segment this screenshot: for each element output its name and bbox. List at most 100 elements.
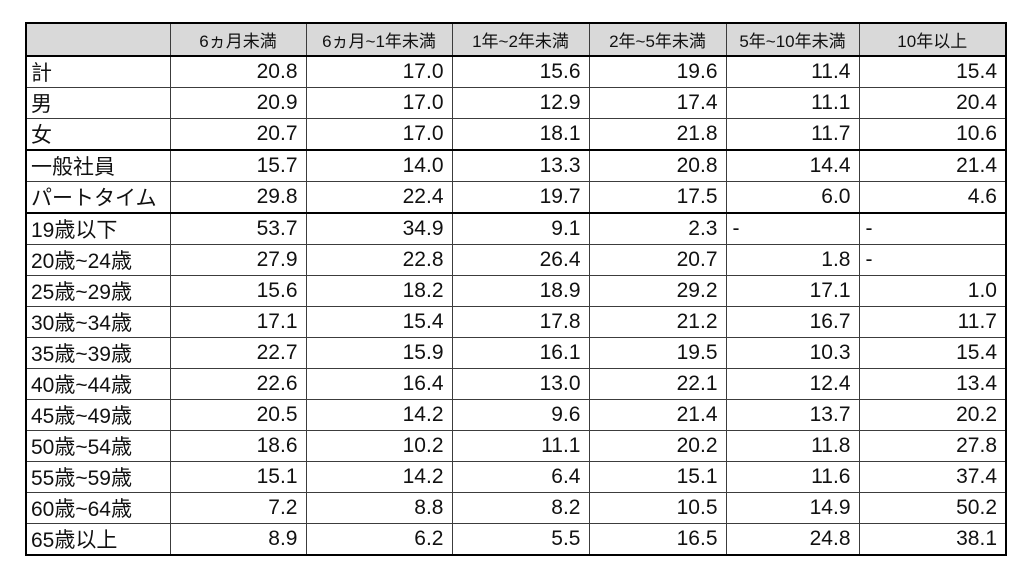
value-cell: 20.9 <box>169 87 307 119</box>
value-cell: 19.6 <box>588 55 727 88</box>
value-cell: 17.8 <box>451 306 590 338</box>
value-cell: 21.4 <box>858 149 1007 182</box>
row-label: 40歳~44歳 <box>25 368 171 400</box>
table-row: 25歳~29歳 15.6 18.2 18.9 29.2 17.1 1.0 <box>25 275 1007 307</box>
table-row: 20歳~24歳 27.9 22.8 26.4 20.7 1.8- <box>25 244 1007 276</box>
row-label: 25歳~29歳 <box>25 275 171 307</box>
value-cell: 8.9 <box>169 523 307 556</box>
value-cell: 1.0 <box>858 275 1007 307</box>
value-cell: 11.7 <box>725 118 860 151</box>
value-cell: 13.3 <box>451 149 590 182</box>
value-cell: 20.7 <box>169 118 307 151</box>
value-cell: 12.4 <box>725 368 860 400</box>
value-cell: 26.4 <box>451 244 590 276</box>
page: 6ヵ月未満 6ヵ月~1年未満 1年~2年未満 2年~5年未満 5年~10年未満 … <box>25 22 1007 556</box>
value-cell: 16.4 <box>305 368 453 400</box>
value-cell: 15.6 <box>451 55 590 88</box>
value-cell: 17.5 <box>588 181 727 214</box>
value-cell: 22.7 <box>169 337 307 369</box>
value-cell: 8.8 <box>305 492 453 524</box>
value-cell: 29.2 <box>588 275 727 307</box>
value-cell: 7.2 <box>169 492 307 524</box>
value-cell: 21.4 <box>588 399 727 431</box>
row-label: 女 <box>25 118 171 151</box>
header-row: 6ヵ月未満 6ヵ月~1年未満 1年~2年未満 2年~5年未満 5年~10年未満 … <box>25 22 1007 57</box>
table-row: 男 20.9 17.0 12.9 17.4 11.1 20.4 <box>25 87 1007 119</box>
row-label: 男 <box>25 87 171 119</box>
value-cell: 21.8 <box>588 118 727 151</box>
row-label: 30歳~34歳 <box>25 306 171 338</box>
value-cell: 16.1 <box>451 337 590 369</box>
value-cell: 15.4 <box>858 337 1007 369</box>
value-cell: 17.1 <box>725 275 860 307</box>
row-label: 35歳~39歳 <box>25 337 171 369</box>
row-label: パートタイム <box>25 181 171 214</box>
value-cell: 19.5 <box>588 337 727 369</box>
value-cell: 10.2 <box>305 430 453 462</box>
value-cell: 10.5 <box>588 492 727 524</box>
value-cell: 20.5 <box>169 399 307 431</box>
value-cell: 17.0 <box>305 87 453 119</box>
column-header-6-months-to-1-year: 6ヵ月~1年未満 <box>305 22 453 57</box>
value-cell-empty: - <box>858 244 1007 276</box>
value-cell: 8.2 <box>451 492 590 524</box>
value-cell: 19.7 <box>451 181 590 214</box>
value-cell: 22.8 <box>305 244 453 276</box>
value-cell: 20.2 <box>588 430 727 462</box>
value-cell: 17.1 <box>169 306 307 338</box>
value-cell: 20.4 <box>858 87 1007 119</box>
value-cell: 22.4 <box>305 181 453 214</box>
value-cell: 12.9 <box>451 87 590 119</box>
value-cell: 20.8 <box>169 55 307 88</box>
value-cell: 11.6 <box>725 461 860 493</box>
value-cell: 29.8 <box>169 181 307 214</box>
value-cell: 14.2 <box>305 399 453 431</box>
value-cell: 22.1 <box>588 368 727 400</box>
value-cell: 18.2 <box>305 275 453 307</box>
corner-cell <box>25 22 171 57</box>
row-label: 20歳~24歳 <box>25 244 171 276</box>
value-cell: 9.1 <box>451 212 590 245</box>
table-row: 一般社員 15.7 14.0 13.3 20.8 14.4 21.4 <box>25 149 1007 182</box>
value-cell: 15.1 <box>588 461 727 493</box>
value-cell: 9.6 <box>451 399 590 431</box>
column-header-1-to-2-years: 1年~2年未満 <box>451 22 590 57</box>
row-label: 一般社員 <box>25 149 171 182</box>
value-cell-empty: - <box>725 212 860 245</box>
row-label: 65歳以上 <box>25 523 171 556</box>
table-row: 女 20.7 17.0 18.1 21.8 11.7 10.6 <box>25 118 1007 151</box>
value-cell: 6.4 <box>451 461 590 493</box>
value-cell: 14.9 <box>725 492 860 524</box>
value-cell: 38.1 <box>858 523 1007 556</box>
value-cell: 53.7 <box>169 212 307 245</box>
value-cell: 11.4 <box>725 55 860 88</box>
value-cell: 27.9 <box>169 244 307 276</box>
value-cell: 15.4 <box>858 55 1007 88</box>
value-cell: 14.4 <box>725 149 860 182</box>
value-cell: 22.6 <box>169 368 307 400</box>
row-label: 50歳~54歳 <box>25 430 171 462</box>
value-cell: 18.1 <box>451 118 590 151</box>
value-cell: 6.2 <box>305 523 453 556</box>
value-cell: 13.7 <box>725 399 860 431</box>
value-cell: 21.2 <box>588 306 727 338</box>
value-cell: 24.8 <box>725 523 860 556</box>
value-cell: 10.3 <box>725 337 860 369</box>
tenure-distribution-table: 6ヵ月未満 6ヵ月~1年未満 1年~2年未満 2年~5年未満 5年~10年未満 … <box>25 22 1007 556</box>
value-cell: 37.4 <box>858 461 1007 493</box>
table-row: 65歳以上 8.9 6.2 5.5 16.5 24.8 38.1 <box>25 523 1007 556</box>
value-cell: 17.4 <box>588 87 727 119</box>
value-cell: 10.6 <box>858 118 1007 151</box>
value-cell: 13.0 <box>451 368 590 400</box>
table-row: 55歳~59歳 15.1 14.2 6.4 15.1 11.6 37.4 <box>25 461 1007 493</box>
value-cell: 11.1 <box>451 430 590 462</box>
value-cell: 13.4 <box>858 368 1007 400</box>
value-cell: 18.6 <box>169 430 307 462</box>
table-row: パートタイム 29.8 22.4 19.7 17.5 6.0 4.6 <box>25 181 1007 214</box>
row-label: 55歳~59歳 <box>25 461 171 493</box>
value-cell: 2.3 <box>588 212 727 245</box>
column-header-10-years-plus: 10年以上 <box>858 22 1007 57</box>
value-cell: 11.1 <box>725 87 860 119</box>
row-label: 45歳~49歳 <box>25 399 171 431</box>
value-cell: 50.2 <box>858 492 1007 524</box>
